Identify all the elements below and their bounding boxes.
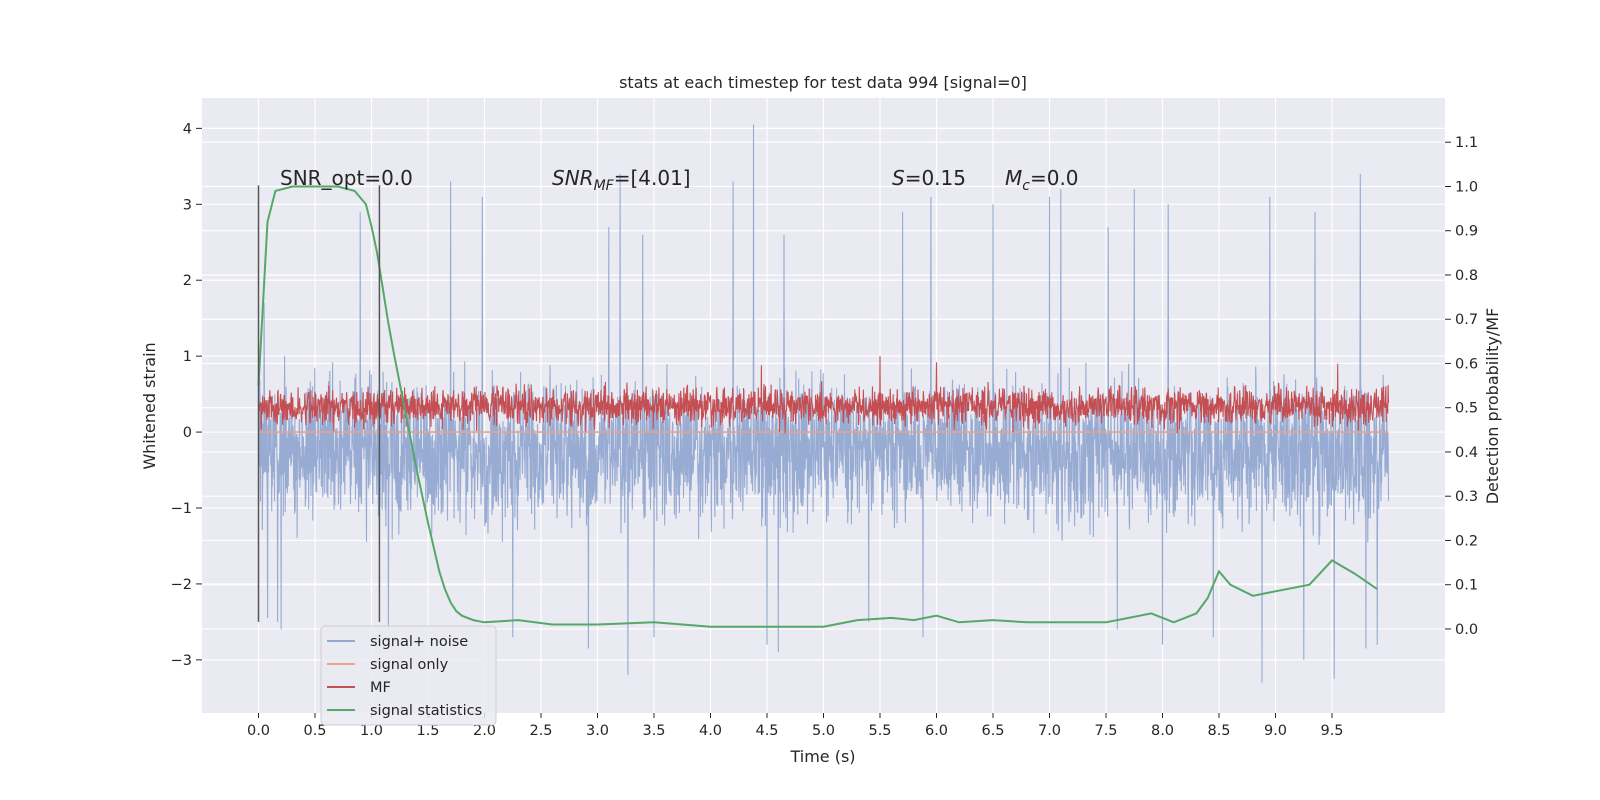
legend: signal+ noise signal only MF signal stat… — [320, 625, 497, 726]
annotation-snr-opt: SNR_opt=0.0 — [280, 166, 413, 190]
x-tick-label: 0.0 — [247, 723, 270, 739]
y2-tick-label: 0.9 — [1455, 224, 1478, 240]
x-tick-label: 1.0 — [360, 723, 383, 739]
x-tick-label: 4.5 — [755, 723, 778, 739]
y2-tick-label: 0.4 — [1455, 445, 1478, 461]
y2-tick-label: 0.6 — [1455, 356, 1478, 372]
legend-entry-mf: MF — [370, 680, 391, 696]
x-tick-label: 6.5 — [981, 723, 1004, 739]
annotation-snr-mf-value: =[4.01] — [614, 166, 691, 190]
annotation-snr-mf-base: SNR — [552, 166, 594, 190]
y2-tick-label: 0.2 — [1455, 533, 1478, 549]
y-axis-label: Whitened strain — [140, 342, 159, 469]
chart-title: stats at each timestep for test data 994… — [619, 73, 1027, 92]
x-tick-label: 5.5 — [868, 723, 891, 739]
x-tick-label: 3.0 — [586, 723, 609, 739]
y2-tick-label: 0.1 — [1455, 578, 1478, 594]
y-tick-label: 2 — [183, 273, 192, 289]
y-tick-label: 1 — [183, 349, 192, 365]
x-tick-label: 2.0 — [473, 723, 496, 739]
x-tick-label: 0.5 — [303, 723, 326, 739]
x-tick-label: 6.0 — [925, 723, 948, 739]
y2-axis-ticks: 0.0 0.1 0.2 0.3 0.4 0.5 0.6 0.7 0.8 0.9 1.0 1.1 — [1445, 135, 1478, 638]
y2-tick-label: 0.0 — [1455, 622, 1478, 638]
y-tick-label: 0 — [183, 425, 192, 441]
x-tick-label: 9.0 — [1264, 723, 1287, 739]
y2-tick-label: 0.3 — [1455, 489, 1478, 505]
annotation-s-symbol: S — [892, 166, 905, 190]
y2-tick-label: 0.7 — [1455, 312, 1478, 328]
legend-entry-signal-noise: signal+ noise — [370, 634, 468, 650]
x-tick-label: 8.0 — [1151, 723, 1174, 739]
y2-tick-label: 0.5 — [1455, 401, 1478, 417]
x-tick-label: 3.5 — [642, 723, 665, 739]
annotation-s-value: =0.15 — [905, 166, 966, 190]
y-tick-label: 3 — [183, 197, 192, 213]
annotation-snr-mf: SNRMF=[4.01] — [552, 166, 691, 194]
vertical-markers — [257, 185, 381, 622]
y-axis-ticks: −3 −2 −1 0 1 2 3 4 — [171, 121, 202, 669]
legend-entry-signal-only: signal only — [370, 657, 449, 673]
series-signal-statistics-line — [257, 185, 1378, 628]
x-tick-label: 7.5 — [1094, 723, 1117, 739]
legend-box — [320, 625, 497, 726]
annotation-s: S=0.15 — [892, 166, 966, 190]
y2-tick-label: 1.1 — [1455, 135, 1478, 151]
series-mf-line — [257, 356, 1390, 434]
y-tick-label: −3 — [171, 653, 192, 669]
y2-axis-label: Detection probability/MF — [1483, 308, 1502, 505]
y2-tick-label: 1.0 — [1455, 179, 1478, 195]
annotation-mc: Mc=0.0 — [1005, 166, 1079, 194]
x-tick-label: 5.0 — [812, 723, 835, 739]
x-tick-label: 8.5 — [1207, 723, 1230, 739]
annotation-mc-sub: c — [1022, 178, 1030, 194]
annotation-snr-mf-sub: MF — [594, 178, 615, 194]
x-tick-label: 7.0 — [1038, 723, 1061, 739]
x-tick-label: 4.0 — [699, 723, 722, 739]
legend-entry-signal-statistics: signal statistics — [370, 703, 482, 719]
annotation-mc-symbol: M — [1005, 166, 1022, 190]
y-tick-label: −1 — [171, 501, 192, 517]
x-tick-label: 9.5 — [1320, 723, 1343, 739]
x-axis-ticks: 0.0 0.5 1.0 1.5 2.0 2.5 3.0 3.5 4.0 4.5 5.0 5.5 6.0 6… — [247, 713, 1344, 739]
x-tick-label: 2.5 — [529, 723, 552, 739]
series-layer — [257, 124, 1390, 683]
y2-tick-label: 0.8 — [1455, 268, 1478, 284]
y-tick-label: 4 — [183, 121, 192, 137]
x-axis-label: Time (s) — [789, 747, 855, 766]
y-tick-label: −2 — [171, 577, 192, 593]
annotation-mc-value: =0.0 — [1030, 166, 1079, 190]
x-tick-label: 1.5 — [416, 723, 439, 739]
